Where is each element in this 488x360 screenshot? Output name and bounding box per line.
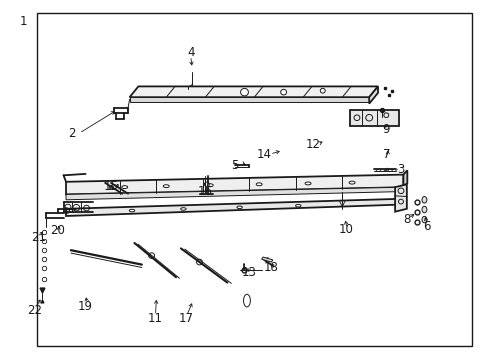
Ellipse shape [129, 209, 135, 212]
Polygon shape [403, 170, 407, 187]
Text: 7: 7 [382, 148, 389, 161]
Text: 14: 14 [256, 148, 271, 161]
Ellipse shape [256, 183, 262, 186]
Polygon shape [129, 97, 368, 102]
Polygon shape [368, 86, 377, 104]
Text: 1: 1 [20, 15, 27, 28]
Ellipse shape [243, 294, 250, 307]
Ellipse shape [421, 197, 426, 203]
Ellipse shape [236, 206, 242, 208]
Bar [37, 13, 471, 346]
Ellipse shape [320, 89, 325, 93]
Text: 8: 8 [403, 213, 410, 226]
Ellipse shape [280, 89, 286, 95]
Polygon shape [66, 199, 403, 216]
Text: 18: 18 [264, 261, 278, 274]
Polygon shape [66, 175, 403, 194]
Polygon shape [66, 187, 403, 200]
Ellipse shape [421, 216, 426, 223]
Text: 22: 22 [27, 304, 41, 317]
Text: 11: 11 [148, 312, 163, 325]
Ellipse shape [295, 204, 301, 207]
Ellipse shape [163, 185, 169, 188]
Text: 2: 2 [68, 127, 76, 140]
Ellipse shape [180, 208, 185, 210]
Text: 20: 20 [50, 224, 65, 237]
Text: 19: 19 [78, 300, 93, 312]
Ellipse shape [207, 184, 213, 186]
Text: 4: 4 [186, 46, 194, 59]
Text: 9: 9 [382, 123, 389, 136]
Text: 10: 10 [338, 223, 353, 236]
Text: 17: 17 [178, 312, 193, 325]
Text: 13: 13 [242, 266, 256, 279]
Text: 12: 12 [305, 138, 320, 151]
Ellipse shape [348, 181, 354, 184]
Ellipse shape [305, 182, 310, 185]
Ellipse shape [240, 89, 248, 96]
Polygon shape [261, 257, 272, 262]
Polygon shape [394, 184, 406, 212]
Text: 16: 16 [198, 185, 212, 198]
Ellipse shape [122, 186, 127, 189]
Polygon shape [349, 110, 398, 126]
Ellipse shape [421, 206, 426, 213]
Text: 3: 3 [396, 163, 404, 176]
Text: 6: 6 [422, 220, 430, 233]
Text: 5: 5 [230, 159, 238, 172]
Text: 15: 15 [104, 180, 119, 193]
Polygon shape [129, 86, 377, 97]
Text: 21: 21 [32, 231, 46, 244]
